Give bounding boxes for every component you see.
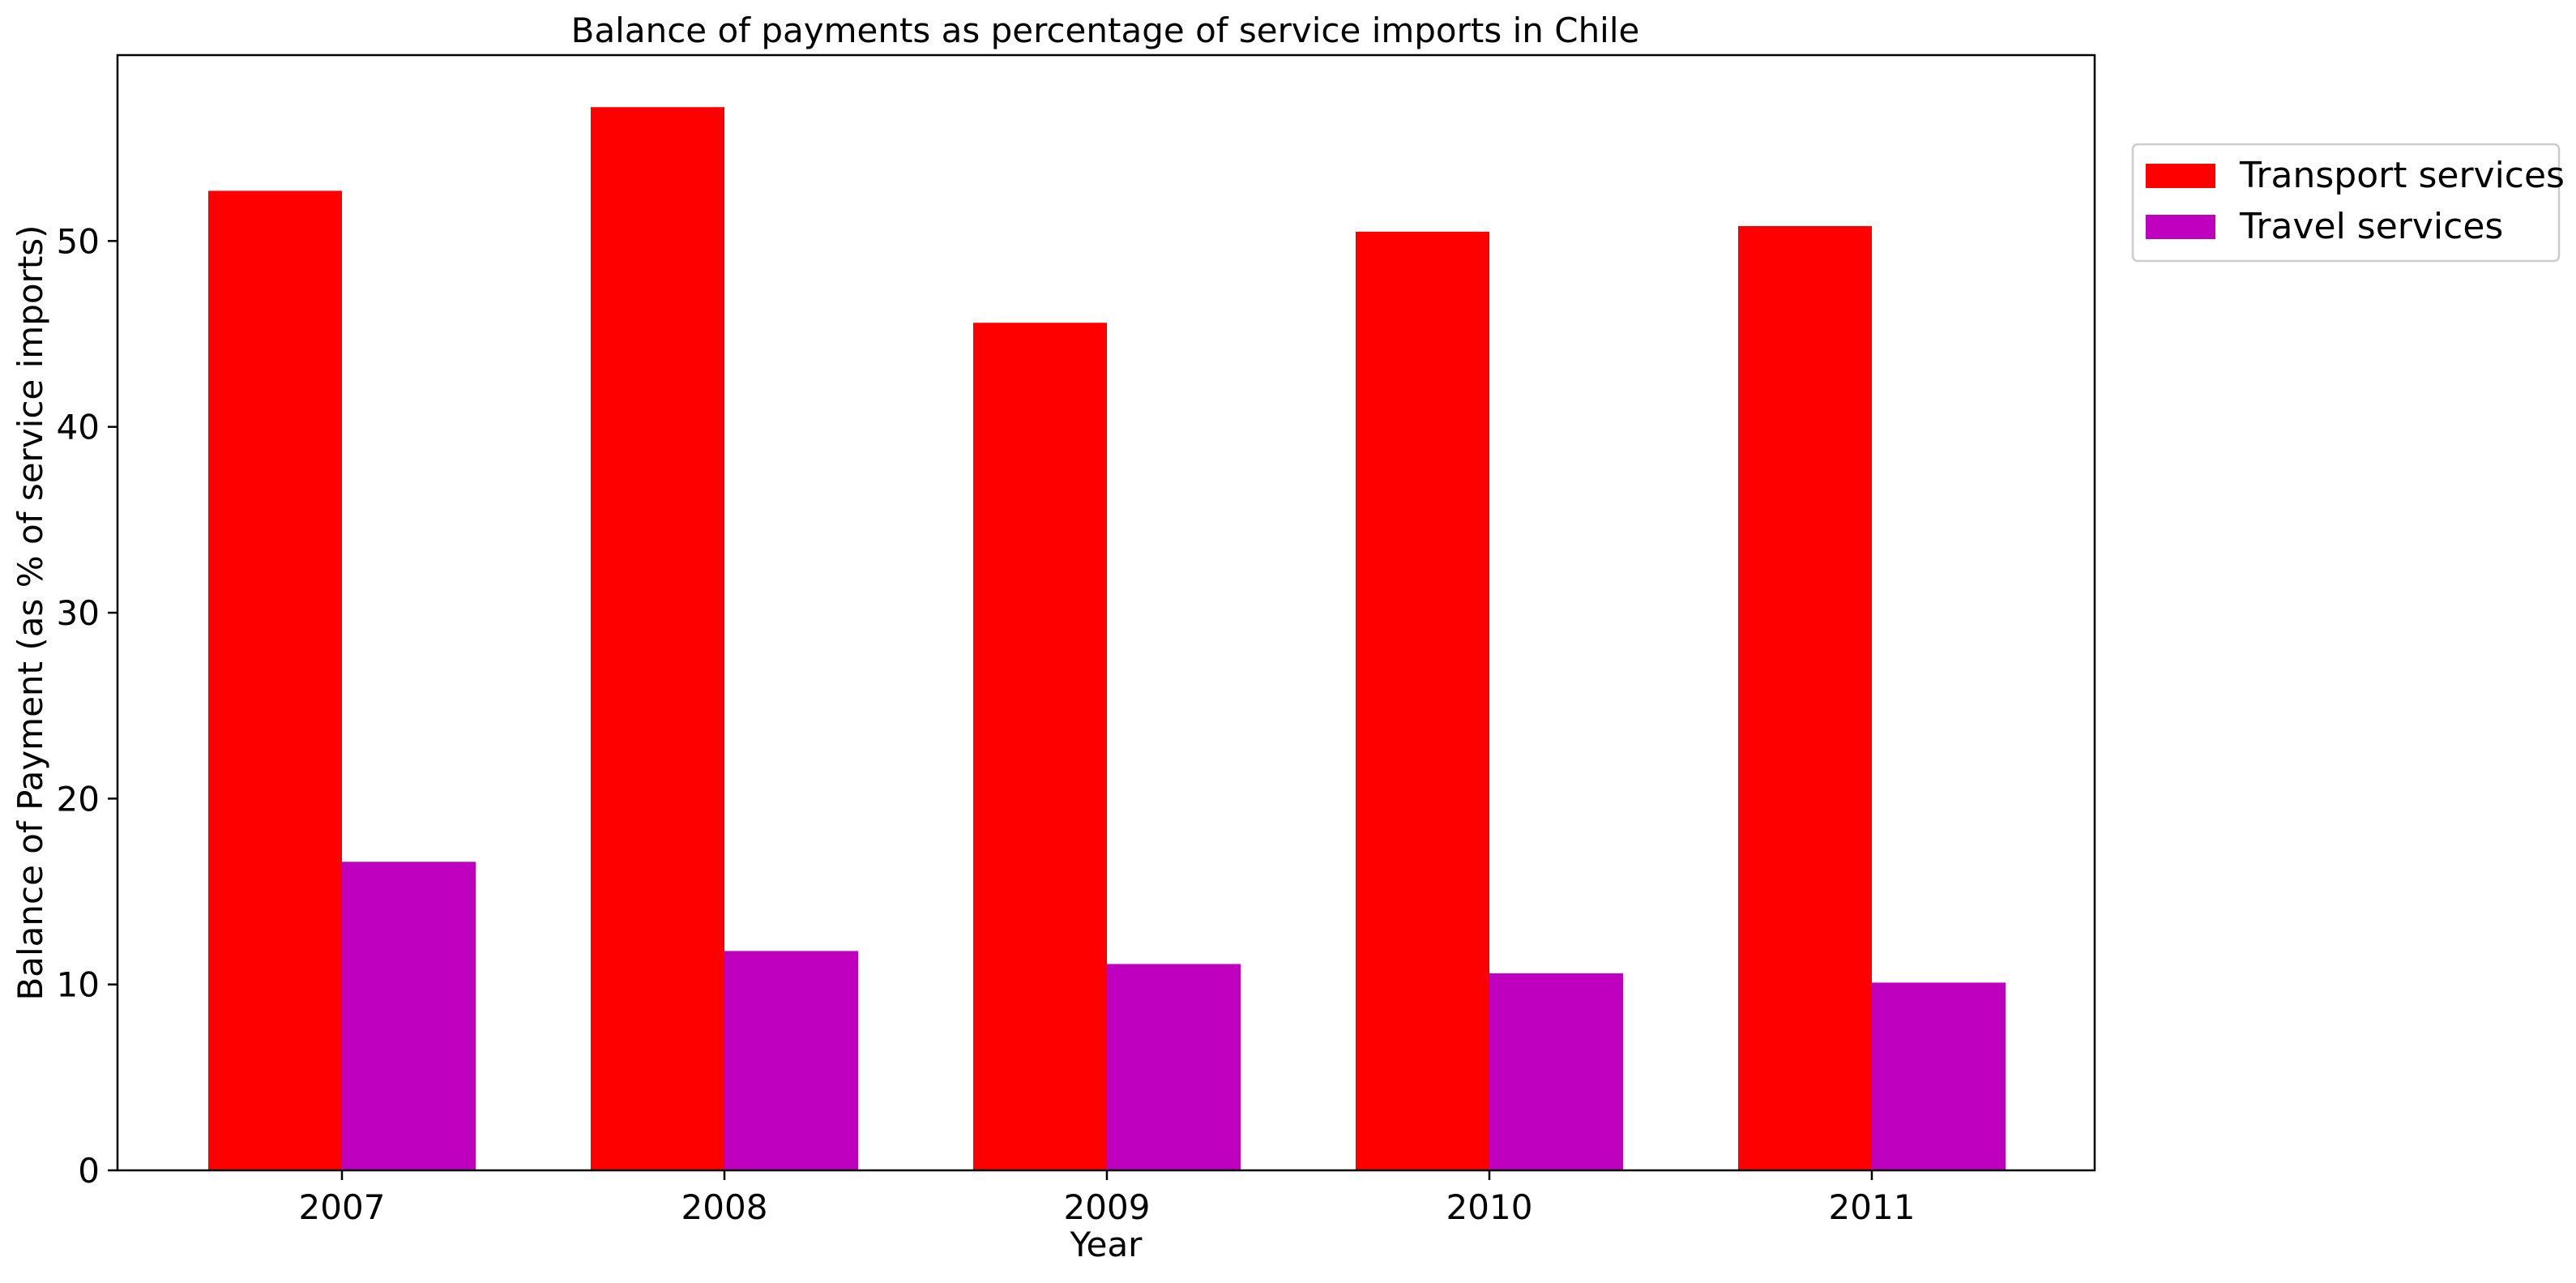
y-tick-label: 30 [57,593,100,633]
y-axis-label: Balance of Payment (as % of service impo… [11,225,50,1000]
y-axis-ticks: 0 10 20 30 40 50 [57,221,117,1191]
x-axis-ticks: 2007 2008 2009 2010 2011 [299,1170,1916,1227]
x-tick-label: 2008 [681,1187,768,1227]
legend-items: Transport services Travel services [2146,155,2565,247]
bar-travel-services-2009 [1107,964,1241,1170]
legend-frame [2131,143,2561,263]
bars-layer [208,107,2006,1170]
y-tick-label: 0 [78,1151,100,1191]
y-tick-label: 10 [57,965,100,1005]
y-tick-label: 20 [57,779,100,819]
y-tick-label: 40 [57,408,100,447]
legend-swatch-travel-services [2146,215,2215,239]
x-axis-label: Year [1070,1225,1143,1264]
x-tick-label: 2009 [1064,1187,1151,1227]
bar-travel-services-2007 [342,862,476,1170]
x-tick-label: 2011 [1829,1187,1916,1227]
bar-travel-services-2011 [1872,982,2006,1170]
y-tick-label: 50 [57,221,100,261]
legend-label-travel-services: Travel services [2239,206,2503,247]
bar-transport-services-2007 [208,190,342,1170]
bar-transport-services-2010 [1356,231,1489,1170]
chart-title: Balance of payments as percentage of ser… [571,11,1640,50]
plot-frame [116,53,2096,1172]
bar-transport-services-2011 [1738,225,1872,1170]
bar-travel-services-2010 [1489,973,1623,1170]
bar-travel-services-2008 [724,951,858,1170]
legend: Transport services Travel services [2131,143,2565,263]
x-tick-label: 2007 [299,1187,386,1227]
legend-label-transport-services: Transport services [2239,155,2565,196]
bar-transport-services-2008 [591,107,724,1170]
x-tick-label: 2010 [1446,1187,1533,1227]
legend-swatch-transport-services [2146,164,2215,188]
bar-transport-services-2009 [973,323,1107,1170]
